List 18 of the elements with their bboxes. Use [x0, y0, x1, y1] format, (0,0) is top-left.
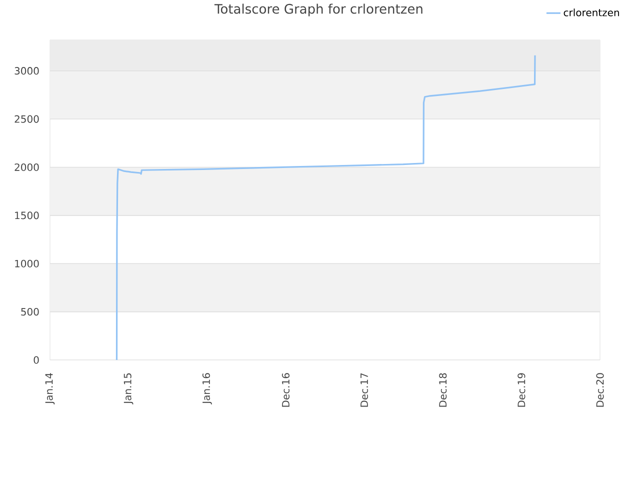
y-tick-label: 3000	[14, 67, 39, 75]
x-tick-label: Dec.19	[518, 373, 526, 407]
x-tick-label: Jan.16	[202, 373, 212, 404]
y-tick-label: 0	[34, 356, 39, 364]
x-tick-label: Dec.17	[360, 373, 368, 407]
x-tick-label: Dec.20	[596, 373, 604, 407]
y-tick-label: 500	[21, 308, 39, 316]
y-tick-label: 1000	[15, 260, 39, 268]
y-tick-label: 2000	[14, 163, 39, 172]
x-tick-label: Dec.16	[282, 373, 290, 407]
y-tick-label: 2500	[14, 115, 39, 123]
x-tick-label: Jan.15	[124, 373, 134, 404]
legend-label: crlorentzen	[564, 8, 619, 16]
line-series	[116, 54, 536, 360]
y-tick-label: 1500	[15, 212, 39, 220]
x-tick-label: Jan.14	[45, 373, 55, 404]
chart-title: Totalscore Graph for crlorentzen	[214, 4, 422, 16]
x-tick-label: Dec.18	[439, 373, 447, 407]
